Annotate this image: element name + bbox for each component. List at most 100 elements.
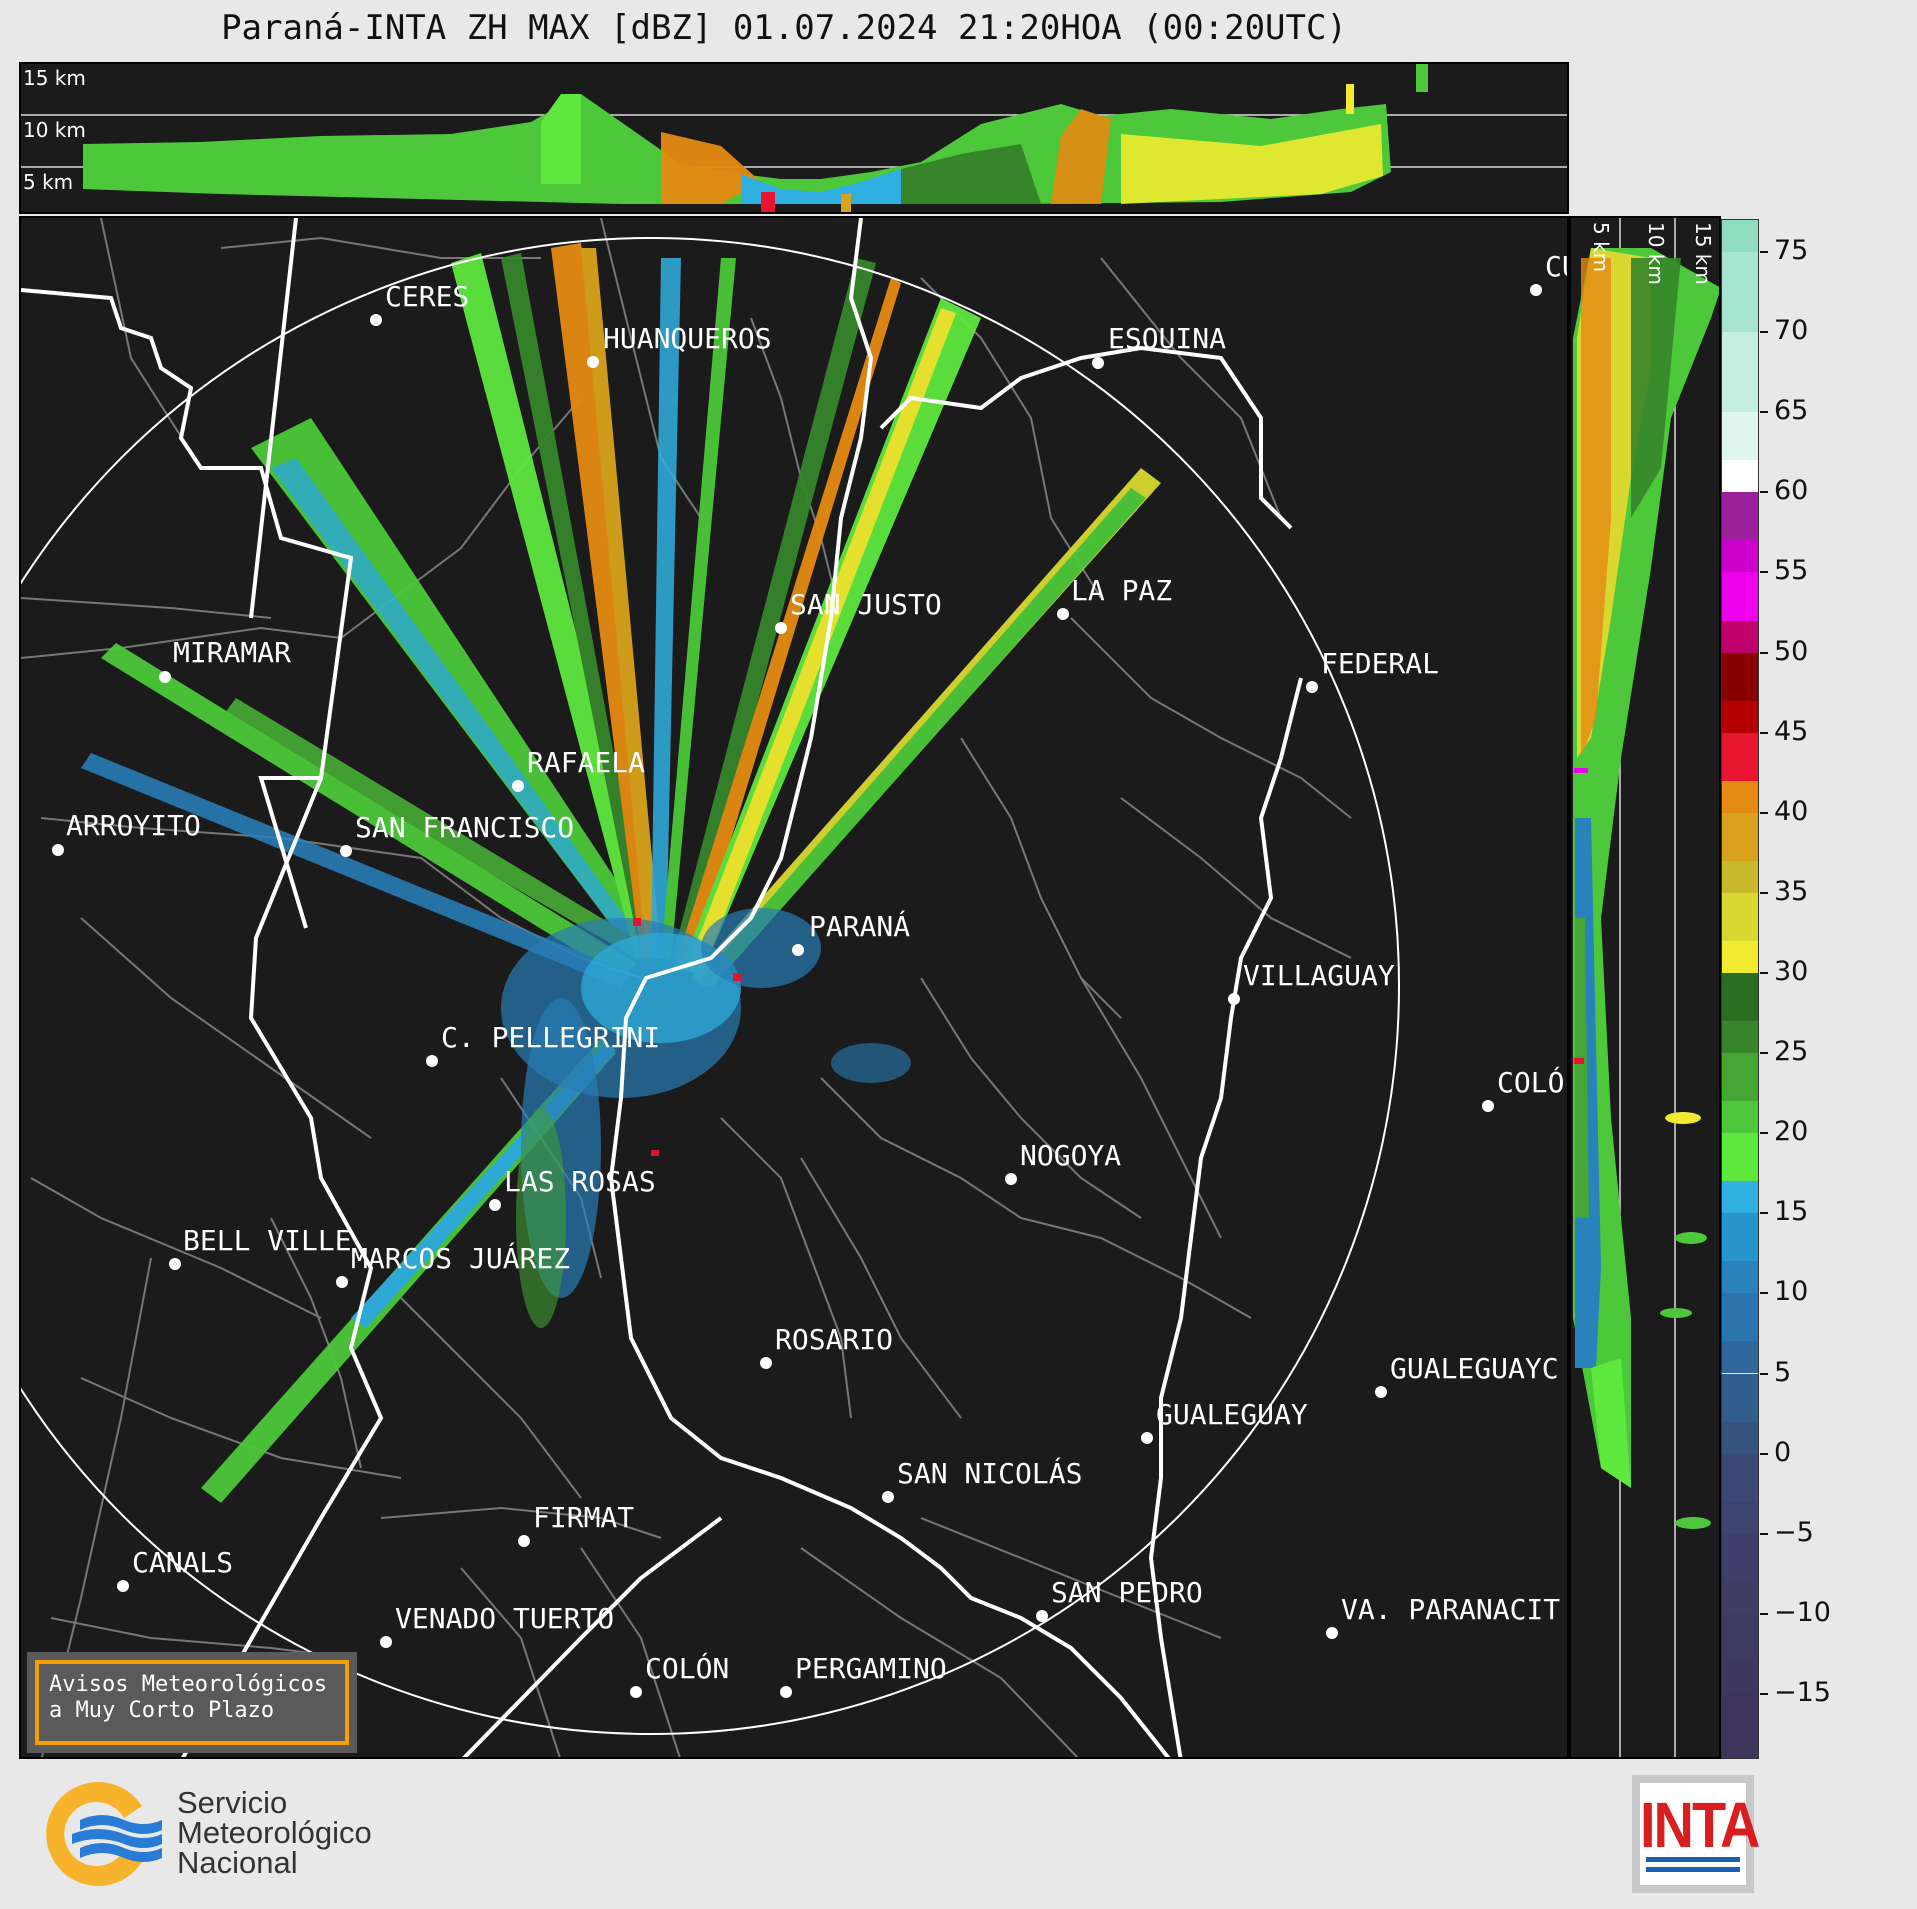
side-cross-section-plot: [1573, 218, 1719, 1757]
colorbar-tick-label: −5: [1774, 1516, 1814, 1548]
city-label: HUANQUEROS: [603, 322, 772, 355]
city-label: SAN JUSTO: [790, 588, 942, 621]
colorbar-swatch: [1722, 1421, 1758, 1454]
city-label: VENADO TUERTO: [395, 1602, 614, 1635]
colorbar-tick-label: 70: [1774, 315, 1809, 347]
city-label: LAS ROSAS: [504, 1165, 656, 1198]
city-label: VA. PARANACIT: [1341, 1593, 1560, 1626]
city-label: SAN PEDRO: [1051, 1576, 1203, 1609]
inta-stripe-2: [1646, 1867, 1740, 1872]
colorbar-swatch: [1722, 540, 1758, 573]
city-label: FEDERAL: [1321, 647, 1439, 680]
city-label: GUALEGUAY: [1156, 1398, 1308, 1431]
colorbar-swatch: [1722, 892, 1758, 941]
city-label: ROSARIO: [775, 1323, 893, 1356]
city-label: CANALS: [132, 1546, 233, 1579]
city-label: PERGAMINO: [795, 1652, 947, 1685]
city-label: CU: [1545, 250, 1569, 283]
city-label: BELL VILLE: [183, 1224, 352, 1257]
smn-name: Servicio Meteorológico Nacional: [177, 1785, 372, 1880]
inta-stripe-1: [1646, 1857, 1740, 1862]
city-label: RAFAELA: [527, 746, 645, 779]
aviso-box: Avisos Meteorológicos a Muy Corto Plazo: [27, 1652, 357, 1753]
colorbar-tick-mark: [1760, 491, 1768, 494]
colorbar-swatch: [1722, 940, 1758, 973]
colorbar-swatch: [1722, 732, 1758, 781]
top-height-label-10km: 10 km: [23, 118, 86, 142]
colorbar-tick-mark: [1760, 1052, 1768, 1055]
inta-logo-text: INTA: [1640, 1788, 1761, 1861]
city-label: GUALEGUAYC: [1390, 1352, 1559, 1385]
colorbar-swatch: [1722, 972, 1758, 1022]
colorbar-tick-label: −15: [1774, 1676, 1831, 1708]
colorbar-swatch: [1722, 620, 1758, 653]
city-label: FIRMAT: [533, 1501, 634, 1534]
top-cross-section-plot: [21, 64, 1567, 212]
city-label: ESQUINA: [1108, 322, 1226, 355]
aviso-line-2: a Muy Corto Plazo: [49, 1698, 275, 1723]
colorbar-swatch: [1722, 1533, 1758, 1582]
smn-logo-icon: [46, 1782, 162, 1886]
colorbar-tick-mark: [1760, 731, 1768, 734]
colorbar-tick-mark: [1760, 251, 1768, 254]
colorbar-tick-label: 60: [1774, 475, 1809, 507]
top-height-label-15km: 15 km: [23, 66, 86, 90]
colorbar-tick-mark: [1760, 1292, 1768, 1295]
city-markers: CERES HUANQUEROS ESQUINA CU SAN JUSTO LA…: [52, 250, 1569, 1698]
colorbar-swatch: [1722, 1133, 1758, 1182]
city-label: COLÓN: [645, 1651, 729, 1685]
colorbar-swatch: [1722, 1453, 1758, 1502]
inta-logo-inner: INTA: [1640, 1783, 1761, 1885]
colorbar-swatch: [1722, 1581, 1758, 1614]
colorbar-swatch: [1722, 1373, 1758, 1422]
colorbar-swatch: [1722, 1261, 1758, 1294]
colorbar-swatch: [1722, 1293, 1758, 1342]
colorbar-swatch: [1722, 1181, 1758, 1214]
colorbar-tick-label: 10: [1774, 1276, 1809, 1308]
colorbar-tick-mark: [1760, 971, 1768, 974]
dbz-colorbar: [1721, 219, 1759, 1759]
smn-line-1: Servicio: [177, 1785, 288, 1820]
colorbar-tick-label: 45: [1774, 715, 1809, 747]
colorbar-tick-label: 15: [1774, 1196, 1809, 1228]
colorbar-swatch: [1722, 1053, 1758, 1102]
colorbar-tick-mark: [1760, 891, 1768, 894]
colorbar-swatch: [1722, 1661, 1758, 1694]
colorbar-tick-label: 0: [1774, 1436, 1792, 1468]
radar-echoes: [81, 243, 1161, 1503]
colorbar-tick-label: 20: [1774, 1116, 1809, 1148]
colorbar-swatch: [1722, 700, 1758, 733]
city-label: PARANÁ: [809, 909, 910, 943]
colorbar-tick-mark: [1760, 1372, 1768, 1375]
aviso-line-1: Avisos Meteorológicos: [49, 1672, 328, 1697]
colorbar-tick-mark: [1760, 1692, 1768, 1695]
city-label: SAN FRANCISCO: [355, 811, 574, 844]
colorbar-swatch: [1722, 652, 1758, 701]
colorbar-tick-label: 65: [1774, 395, 1809, 427]
city-label: C. PELLEGRINI: [441, 1021, 660, 1054]
city-label: CERES: [385, 280, 469, 313]
side-height-label-10km: 10 km: [1644, 222, 1668, 285]
colorbar-swatch: [1722, 412, 1758, 461]
colorbar-tick-label: 75: [1774, 235, 1809, 267]
smn-line-3: Nacional: [177, 1845, 298, 1880]
city-label: COLÓ: [1497, 1065, 1564, 1099]
city-label: LA PAZ: [1071, 574, 1172, 607]
colorbar-tick-label: 30: [1774, 955, 1809, 987]
colorbar-swatch: [1722, 1101, 1758, 1134]
colorbar-swatch: [1722, 252, 1758, 333]
smn-line-2: Meteorológico: [177, 1815, 372, 1850]
radar-map-panel[interactable]: CERES HUANQUEROS ESQUINA CU SAN JUSTO LA…: [19, 216, 1569, 1759]
side-height-label-5km: 5 km: [1589, 222, 1613, 273]
colorbar-swatch: [1722, 1021, 1758, 1054]
colorbar-swatch: [1722, 460, 1758, 493]
colorbar-swatch: [1722, 1213, 1758, 1262]
colorbar-tick-mark: [1760, 651, 1768, 654]
range-ring: [21, 237, 1400, 1735]
top-cross-section-panel: 15 km 10 km 5 km: [19, 62, 1569, 214]
colorbar-tick-mark: [1760, 1212, 1768, 1215]
colorbar-swatch: [1722, 1613, 1758, 1662]
city-label: MIRAMAR: [173, 636, 291, 669]
colorbar-tick-mark: [1760, 411, 1768, 414]
colorbar-tick-label: 5: [1774, 1356, 1792, 1388]
